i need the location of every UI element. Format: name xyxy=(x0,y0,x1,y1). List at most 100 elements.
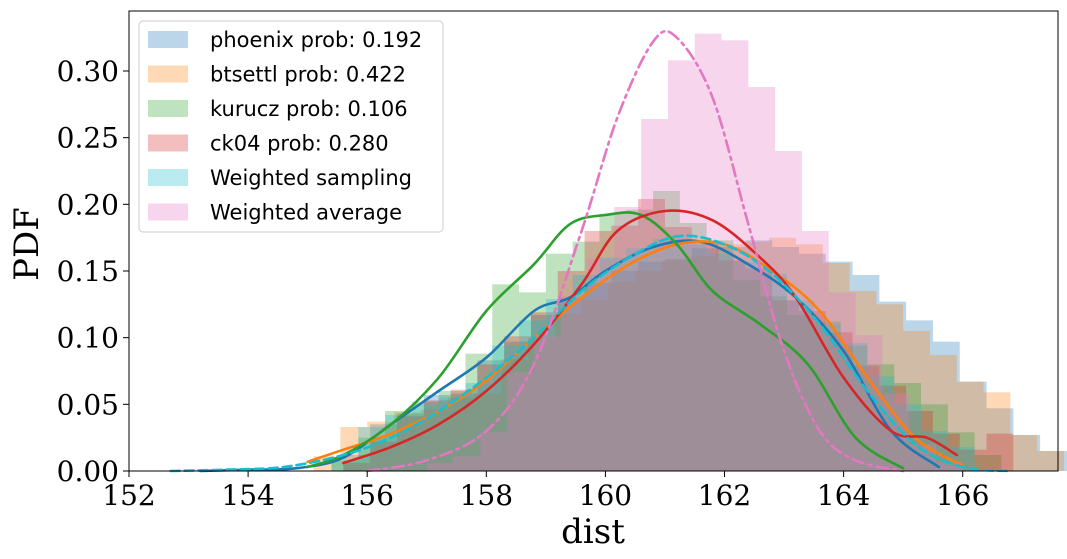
hist-bar xyxy=(986,433,1014,471)
legend: phoenix prob: 0.192 btsettl prob: 0.422 ku… xyxy=(138,20,444,233)
hist-bar xyxy=(1013,435,1041,471)
hist-bar xyxy=(533,336,561,471)
hist-bar xyxy=(745,268,773,471)
hist-bar xyxy=(572,275,600,471)
hist-bar xyxy=(343,455,371,471)
hist-bar xyxy=(801,231,829,471)
hist-bar xyxy=(775,151,802,471)
hist-bar xyxy=(584,283,612,471)
kde-line-0 xyxy=(199,239,941,473)
hist-bar xyxy=(718,247,746,471)
hist-bar xyxy=(706,240,734,471)
x-tick-label: 154 xyxy=(221,479,274,512)
y-tick-label: 0.05 xyxy=(57,388,119,421)
hist-bar xyxy=(694,33,722,472)
plot-area-frame xyxy=(128,10,1059,472)
y-axis-ticks: 0.00 0.05 0.10 0.15 0.20 0.25 0.30 xyxy=(57,55,129,488)
hist-bar xyxy=(679,244,707,471)
hist-bar xyxy=(641,119,668,471)
hist-bar xyxy=(840,343,868,471)
hist-bar xyxy=(331,460,359,471)
hist-bar xyxy=(465,353,493,471)
hist-bar xyxy=(608,281,636,471)
hist-bar xyxy=(745,240,773,471)
hist-bar xyxy=(715,244,743,471)
hist-bar xyxy=(718,260,746,471)
x-tick-label: 158 xyxy=(460,479,513,512)
hist-bar xyxy=(614,207,642,471)
hist-bar xyxy=(959,381,987,471)
hist-bar xyxy=(959,449,987,471)
hist-bar xyxy=(519,292,546,471)
hist-bar xyxy=(787,300,814,471)
hist-bar xyxy=(1037,451,1064,471)
x-tick-label: 152 xyxy=(102,479,155,512)
legend-swatch xyxy=(148,203,188,221)
hist-series-2 xyxy=(331,191,1002,472)
hist-bar xyxy=(664,227,692,471)
kde-line-4 xyxy=(169,234,1012,473)
hist-bar xyxy=(906,320,933,471)
x-axis-title: dist xyxy=(561,512,625,552)
hist-bar xyxy=(769,237,796,471)
hist-bar xyxy=(527,337,555,471)
hist-bar xyxy=(638,261,665,471)
hist-bar xyxy=(664,259,692,471)
hist-series-0 xyxy=(343,240,1067,471)
y-tick-label: 0.20 xyxy=(57,188,119,221)
hist-bar xyxy=(343,463,371,471)
hist-bar xyxy=(787,315,814,471)
hist-bar xyxy=(453,456,481,471)
y-tick-label: 0.15 xyxy=(57,255,119,288)
hist-bar xyxy=(974,455,1002,471)
legend-label: ck04 prob: 0.280 xyxy=(210,132,389,156)
kde-line-3 xyxy=(342,209,959,465)
legend-label: Weighted average xyxy=(210,201,402,225)
hist-bar xyxy=(587,259,615,471)
hist-bar xyxy=(635,271,662,471)
hist-bar xyxy=(331,460,359,471)
hist-bar xyxy=(501,359,528,471)
hist-bar xyxy=(742,241,770,471)
legend-label: kurucz prob: 0.106 xyxy=(210,97,408,121)
x-tick-label: 160 xyxy=(579,479,632,512)
legend-swatch xyxy=(148,134,188,152)
hist-series-1 xyxy=(313,237,1064,471)
legend-frame xyxy=(138,20,444,233)
legend-label: Weighted sampling xyxy=(210,166,412,190)
hist-bar xyxy=(581,300,609,471)
hist-bar xyxy=(1040,451,1067,471)
hist-bar xyxy=(760,273,788,471)
legend-label: btsettl prob: 0.422 xyxy=(210,63,406,87)
hist-bar xyxy=(935,461,963,471)
hist-bar xyxy=(1010,435,1038,471)
hist-bar xyxy=(876,304,904,471)
hist-bar xyxy=(828,292,856,471)
x-tick-label: 162 xyxy=(698,479,751,512)
hist-bar xyxy=(661,260,689,471)
hist-bar xyxy=(667,60,695,471)
x-tick-label: 156 xyxy=(340,479,393,512)
hist-bar xyxy=(733,261,761,471)
legend-swatch xyxy=(148,31,188,48)
y-tick-label: 0.00 xyxy=(57,455,119,488)
y-tick-label: 0.10 xyxy=(57,322,119,355)
x-axis-ticks: 152 154 156 158 160 162 164 166 xyxy=(102,471,989,512)
hist-bar xyxy=(599,257,627,471)
hist-bar xyxy=(691,248,719,471)
kde-line-5 xyxy=(365,29,905,473)
hist-bar xyxy=(560,296,588,471)
hist-bar xyxy=(653,239,680,471)
hist-bar xyxy=(688,256,716,471)
hist-bar xyxy=(760,296,788,471)
hist-bar xyxy=(492,284,520,471)
legend-swatch xyxy=(148,65,188,83)
hist-bar xyxy=(557,297,585,471)
x-tick-label: 164 xyxy=(817,479,870,512)
x-tick-label: 166 xyxy=(936,479,989,512)
hist-series-5 xyxy=(426,33,963,472)
hist-bar xyxy=(626,248,654,471)
hist-bar xyxy=(545,253,573,471)
legend-swatch xyxy=(148,100,188,117)
hist-bar xyxy=(983,392,1011,471)
